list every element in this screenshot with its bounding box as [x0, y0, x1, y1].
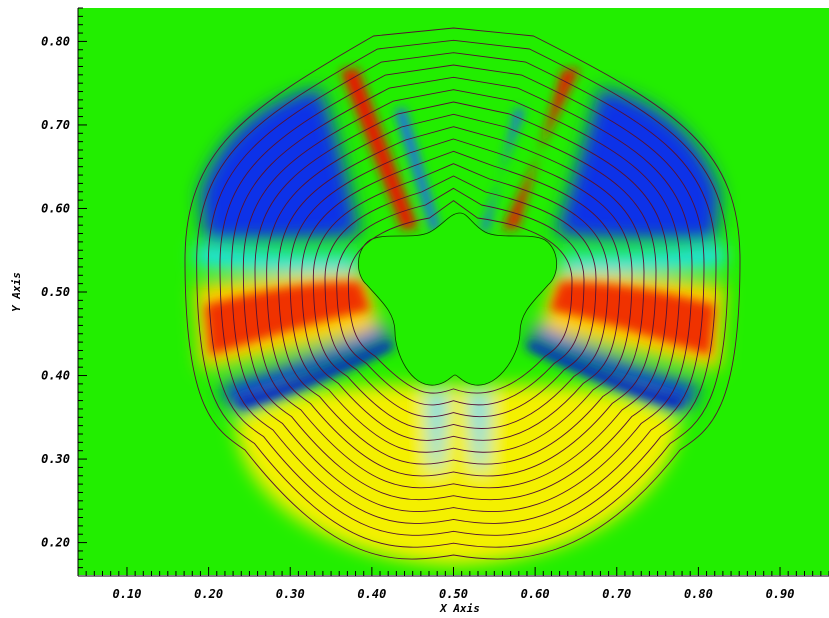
x-ticks: 0.10 0.20 0.30 0.40 0.50 0.60 0.70 0.80 0.90 — [77, 567, 829, 601]
x-tick-label: 0.10 — [113, 587, 142, 601]
y-tick-label: 0.40 — [41, 369, 70, 383]
y-axis-title: Y Axis — [10, 272, 23, 312]
contour-line — [207, 52, 717, 536]
x-tick-label: 0.60 — [521, 587, 550, 601]
plot-area — [78, 8, 829, 575]
core-right-red — [550, 281, 715, 355]
field-cores — [205, 68, 715, 410]
core-diag-right-blue — [480, 108, 525, 232]
core-lr-stripe — [526, 340, 685, 410]
x-tick-label: 0.90 — [766, 587, 795, 601]
y-tick-label: 0.70 — [41, 118, 70, 132]
core-diag-left-red — [340, 68, 418, 230]
axes: 0.10 0.20 0.30 0.40 0.50 0.60 0.70 0.80 0.90 0.2… — [41, 7, 829, 601]
contour-line — [277, 126, 645, 465]
band-ul-blue — [200, 88, 360, 240]
contour-line — [231, 76, 693, 512]
y-tick-label: 0.80 — [41, 34, 70, 48]
y-tick-label: 0.60 — [41, 201, 70, 215]
band-ul-cyan — [195, 245, 360, 271]
band-lr-blue — [528, 325, 700, 410]
contour-line — [324, 175, 597, 418]
x-tick-label: 0.70 — [602, 587, 631, 601]
contour-line — [242, 89, 681, 501]
contour-line — [196, 39, 729, 548]
y-tick-label: 0.50 — [41, 285, 70, 299]
band-bottom-yellow — [235, 385, 680, 565]
contour-line — [336, 187, 585, 406]
contour-line — [347, 200, 573, 394]
contour-line — [312, 163, 609, 429]
contour-line — [219, 64, 705, 524]
contour-line — [289, 138, 633, 453]
contour-line — [184, 27, 741, 560]
contour-lines — [184, 27, 741, 560]
contour-line — [254, 101, 669, 489]
x-tick-label: 0.80 — [684, 587, 713, 601]
y-tick-label: 0.20 — [41, 536, 70, 550]
contour-line — [301, 150, 621, 441]
obstacle-shape — [357, 212, 558, 386]
band-bottom-cyan-right — [470, 392, 488, 470]
y-ticks: 0.20 0.30 0.40 0.50 0.60 0.70 0.80 — [41, 7, 87, 577]
core-left-red — [205, 281, 370, 355]
y-tick-label: 0.30 — [41, 452, 70, 466]
x-axis-title: X Axis — [439, 602, 480, 615]
x-tick-label: 0.30 — [276, 587, 305, 601]
contour-line — [266, 113, 657, 477]
x-tick-label: 0.20 — [194, 587, 223, 601]
x-tick-label: 0.40 — [357, 587, 386, 601]
core-diag-left-blue — [395, 108, 440, 232]
band-ur-cyan — [560, 245, 725, 271]
core-ll-stripe — [235, 340, 394, 410]
x-tick-label: 0.50 — [439, 587, 468, 601]
